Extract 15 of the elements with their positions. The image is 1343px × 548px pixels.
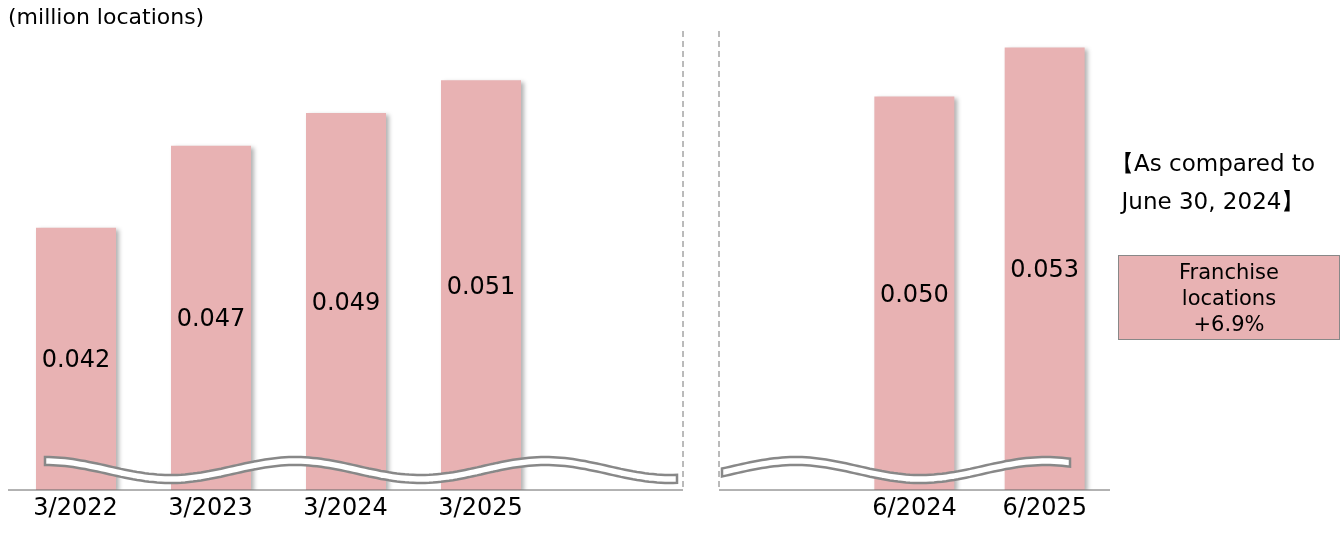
- x-tick-label: 3/2022: [33, 493, 118, 522]
- x-tick-label: 3/2025: [438, 493, 523, 522]
- text: (million locations): [8, 4, 205, 29]
- x-tick-label: 3/2023: [168, 493, 253, 522]
- data-label: 0.047: [176, 304, 246, 333]
- data-label: 0.049: [311, 288, 381, 316]
- data-label: 0.051: [446, 271, 516, 300]
- x-tick-label: 6/2024: [872, 493, 957, 522]
- x-tick-label: 6/2025: [1002, 493, 1088, 522]
- data-label: 0.050: [879, 279, 949, 308]
- data-label: 0.042: [41, 345, 111, 374]
- data-label: 0.053: [1010, 255, 1080, 284]
- text: Franchise locations +6.9%: [1118, 255, 1340, 340]
- text: 【As compared to June 30, 2024】: [1110, 149, 1316, 216]
- x-tick-label: 3/2024: [303, 493, 388, 522]
